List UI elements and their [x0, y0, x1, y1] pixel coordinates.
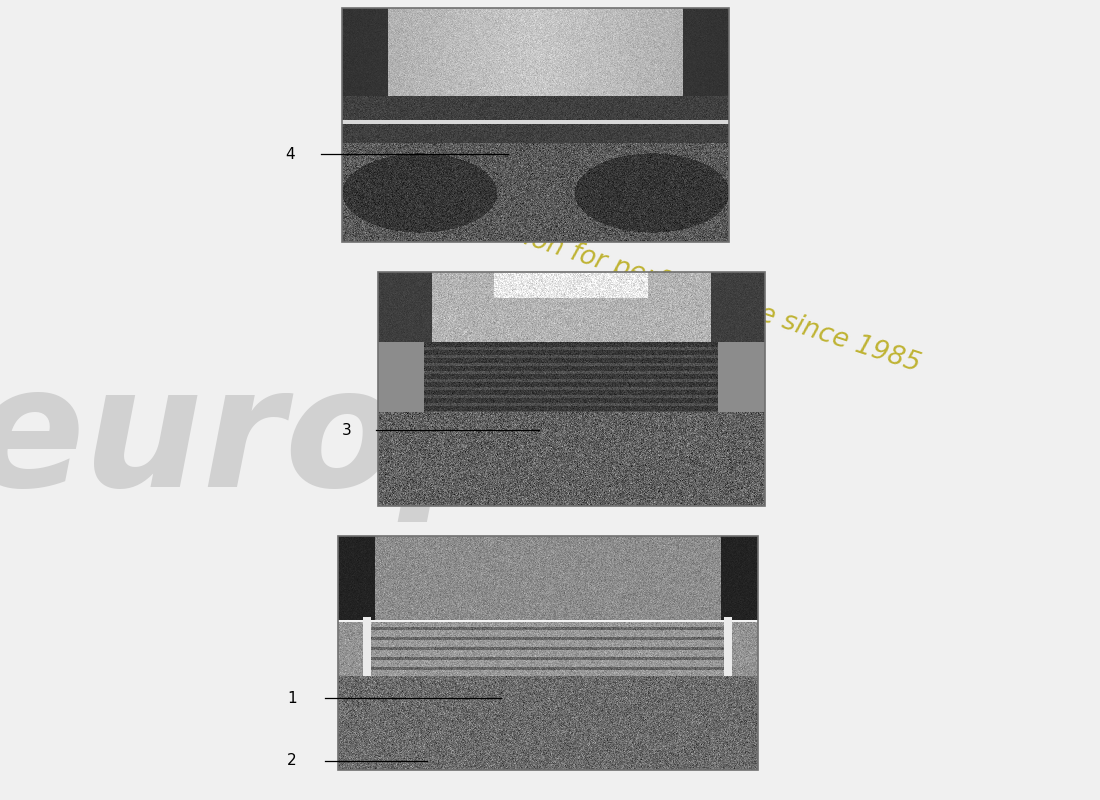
- Bar: [378, 272, 764, 506]
- Text: 4: 4: [285, 147, 295, 162]
- Bar: [338, 536, 758, 770]
- Text: 3: 3: [342, 423, 352, 438]
- Bar: [342, 8, 729, 242]
- Text: 2: 2: [287, 754, 297, 768]
- Text: a passion for performance since 1985: a passion for performance since 1985: [440, 198, 924, 378]
- Text: europes: europes: [0, 358, 732, 522]
- Text: 1: 1: [287, 691, 297, 706]
